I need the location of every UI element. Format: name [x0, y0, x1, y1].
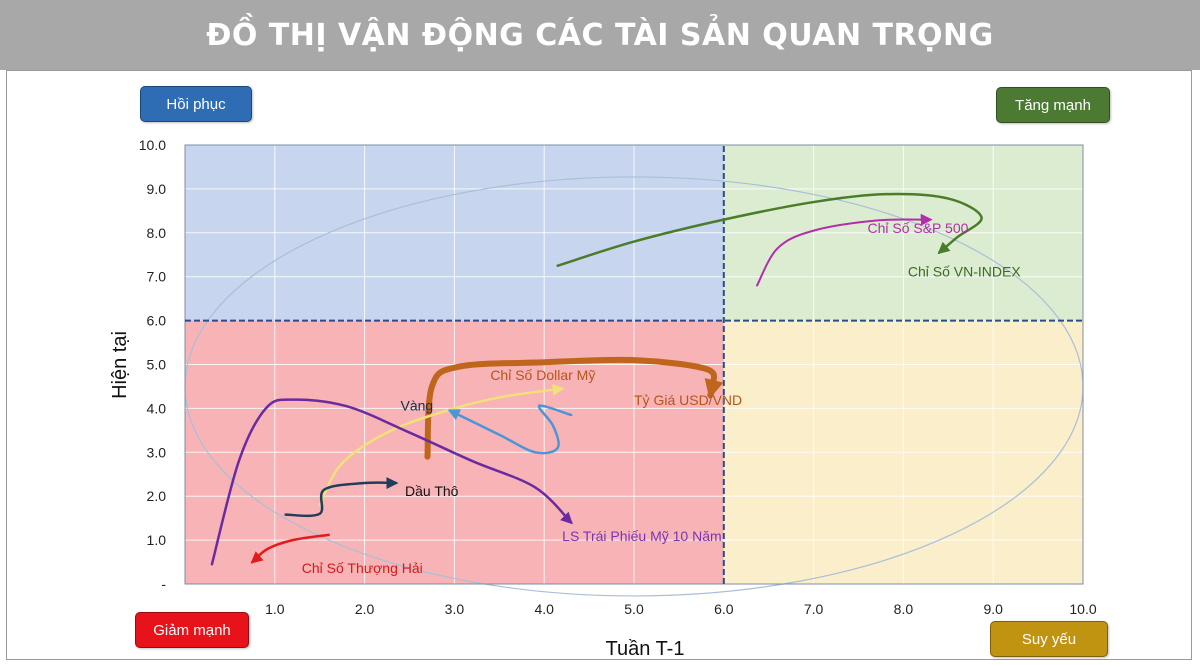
x-tick-label: 1.0	[265, 601, 285, 617]
x-tick-label: 2.0	[355, 601, 375, 617]
series-5-label: Chỉ Số Dollar Mỹ	[490, 367, 595, 383]
series-4-line	[318, 383, 565, 507]
chart-frame	[6, 70, 1192, 660]
quadrant-label-recovery: Hồi phục	[140, 86, 252, 122]
y-tick-label: 5.0	[147, 357, 167, 373]
series-7-label: LS Trái Phiếu Mỹ 10 Năm	[562, 528, 722, 544]
series-4-label: Vàng	[401, 398, 434, 414]
quadrant-label-strong-down: Giảm mạnh	[135, 612, 249, 648]
x-tick-label: 6.0	[714, 601, 734, 617]
series-2-line	[756, 213, 933, 287]
quadrant-label-strong-up: Tăng mạnh	[996, 87, 1110, 123]
y-tick-label: 4.0	[147, 400, 167, 416]
y-tick-label: 3.0	[147, 444, 167, 460]
x-axis-title: Tuần T-1	[606, 638, 685, 660]
y-tick-label: 7.0	[147, 269, 167, 285]
y-tick-label: 10.0	[139, 137, 166, 153]
series-5-line	[447, 404, 573, 455]
x-tick-label: 4.0	[534, 601, 554, 617]
series-7-line	[210, 398, 573, 566]
series-2-label: Chỉ Số S&P 500	[867, 220, 968, 236]
y-axis-title: Hiện tại	[109, 331, 131, 399]
y-tick-label: 8.0	[147, 225, 167, 241]
y-tick-label: 6.0	[147, 313, 167, 329]
x-tick-label: 9.0	[983, 601, 1003, 617]
x-tick-label: 5.0	[624, 601, 644, 617]
x-tick-label: 10.0	[1069, 601, 1096, 617]
series-3-label: Tỷ Giá USD/VND	[634, 392, 742, 408]
y-tick-label: 9.0	[147, 181, 167, 197]
series-8-line	[250, 533, 330, 564]
title-bar: ĐỒ THỊ VẬN ĐỘNG CÁC TÀI SẢN QUAN TRỌNG	[0, 0, 1200, 70]
page-title: ĐỒ THỊ VẬN ĐỘNG CÁC TÀI SẢN QUAN TRỌNG	[206, 17, 994, 53]
series-6-line	[284, 477, 399, 518]
series-1-line	[556, 192, 983, 267]
y-tick-label: -	[161, 576, 166, 592]
series-8-label: Chỉ Số Thượng Hải	[302, 560, 423, 576]
y-tick-label: 2.0	[147, 488, 167, 504]
x-tick-label: 7.0	[804, 601, 824, 617]
y-tick-label: 1.0	[147, 532, 167, 548]
series-3-line	[424, 356, 724, 460]
plot-border	[184, 144, 1084, 585]
series-1-label: Chỉ Số VN-INDEX	[908, 264, 1021, 280]
x-tick-label: 8.0	[894, 601, 914, 617]
quadrant-label-weakening: Suy yếu	[990, 621, 1108, 657]
x-tick-label: 3.0	[445, 601, 465, 617]
series-6-label: Dầu Thô	[405, 483, 459, 499]
